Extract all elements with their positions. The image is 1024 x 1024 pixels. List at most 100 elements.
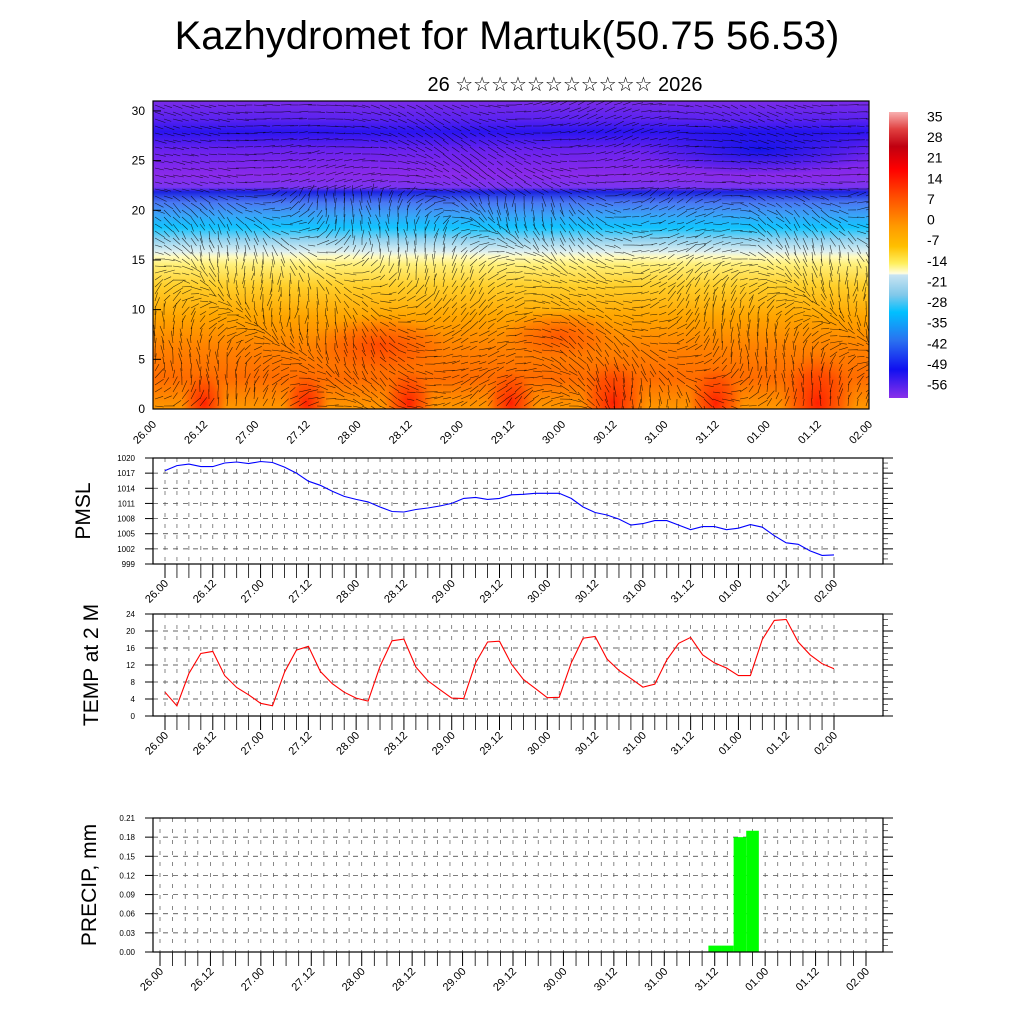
warm-cell — [180, 372, 228, 409]
x-tick-label: 01.00 — [743, 966, 771, 994]
precip-bar — [746, 830, 759, 952]
colorbar-label: -7 — [927, 232, 940, 248]
y-tick-label: 16 — [126, 644, 135, 653]
x-tick-label: 31.12 — [669, 730, 697, 758]
y-tick-label: 20 — [126, 627, 135, 636]
x-tick-label: 30.12 — [592, 966, 620, 994]
chart-title: Kazhydromet for Martuk(50.75 56.53) — [174, 14, 840, 58]
x-tick-label: 27.00 — [233, 419, 261, 447]
x-tick-label: 30.00 — [540, 419, 568, 447]
y-tick-label: 0.06 — [119, 910, 135, 919]
y-tick-label: 5 — [138, 352, 145, 366]
x-tick-label: 01.12 — [764, 730, 792, 758]
precip-bar — [733, 837, 747, 952]
colorbar-label: -28 — [927, 294, 947, 310]
x-tick-label: 26.12 — [191, 578, 219, 606]
x-tick-label: 26.00 — [143, 730, 171, 758]
warm-cell — [283, 372, 330, 409]
plot-frame — [152, 100, 870, 410]
x-tick-label: 02.00 — [812, 730, 840, 758]
y-tick-label: 0.18 — [119, 833, 135, 842]
y-tick-label: 1020 — [117, 454, 135, 463]
warm-cell — [579, 358, 648, 409]
x-tick-label: 29.12 — [489, 419, 517, 447]
temperature-field — [153, 101, 869, 409]
x-tick-label: 28.12 — [390, 966, 418, 994]
x-tick-label: 26.12 — [189, 966, 217, 994]
x-tick-label: 27.12 — [285, 419, 313, 447]
plot-frame — [152, 817, 884, 953]
x-tick-label: 29.00 — [430, 730, 458, 758]
precip-panel: 0.21 0.18 0.15 0.12 0.09 0.06 0.03 0.00 PRECIP, … — [78, 814, 893, 994]
y-tick-label: 1014 — [117, 484, 135, 493]
x-tick-label: 28.00 — [340, 966, 368, 994]
y-tick-label: 12 — [126, 661, 135, 670]
x-tick-label: 26.12 — [182, 419, 210, 447]
warm-cell — [310, 315, 450, 375]
precip-axis-label: PRECIP, mm — [78, 824, 101, 946]
warm-cell — [686, 365, 745, 409]
x-tick-label: 30.12 — [573, 578, 601, 606]
x-tick-label: 28.12 — [387, 419, 415, 447]
x-tick-label: 29.00 — [438, 419, 466, 447]
x-tick-label: 02.00 — [812, 578, 840, 606]
colorbar: 35 28 21 14 7 0 -7 -14 -21 -28 -35 -42 -49 -56 — [889, 109, 947, 398]
x-tick-label: 30.12 — [591, 419, 619, 447]
y-tick-label: 0.15 — [119, 852, 135, 861]
x-tick-label: 28.00 — [334, 578, 362, 606]
y-tick-label: 999 — [122, 560, 136, 569]
x-tick-label: 29.12 — [478, 730, 506, 758]
colorbar-label: 0 — [927, 212, 935, 228]
colorbar-label: 21 — [927, 150, 943, 166]
x-tick-label: 29.00 — [441, 966, 469, 994]
x-tick-label: 28.12 — [382, 730, 410, 758]
y-tick-label: 20 — [132, 203, 146, 217]
colorbar-label: 7 — [927, 191, 935, 207]
y-tick-label: 4 — [131, 695, 136, 704]
x-tick-label: 26.00 — [143, 578, 171, 606]
colorbar-label: -14 — [927, 253, 947, 269]
x-tick-label: 30.00 — [525, 730, 553, 758]
y-tick-label: 8 — [131, 678, 136, 687]
x-tick-label: 31.12 — [693, 966, 721, 994]
x-tick-label: 01.12 — [794, 966, 822, 994]
y-tick-label: 0.21 — [119, 814, 135, 823]
y-tick-label: 0.12 — [119, 871, 135, 880]
x-tick-label: 02.00 — [844, 966, 872, 994]
warm-cell — [500, 310, 620, 360]
y-tick-label: 1008 — [117, 515, 135, 524]
x-tick-label: 27.12 — [287, 730, 315, 758]
warm-cell — [485, 369, 537, 409]
x-tick-label: 27.12 — [289, 966, 317, 994]
x-tick-label: 31.00 — [643, 419, 671, 447]
x-tick-label: 27.00 — [239, 966, 267, 994]
x-tick-label: 29.12 — [491, 966, 519, 994]
y-tick-label: 1002 — [117, 545, 135, 554]
chart-subtitle: 26 ☆☆☆☆☆☆☆☆☆☆☆ 2026 — [427, 74, 703, 96]
x-tick-label: 27.00 — [239, 578, 267, 606]
x-tick-label: 01.12 — [764, 578, 792, 606]
y-tick-label: 30 — [132, 104, 146, 118]
x-tick-label: 30.00 — [525, 578, 553, 606]
x-tick-label: 28.00 — [336, 419, 364, 447]
colorbar-label: -42 — [927, 335, 947, 351]
colorbar-label: -21 — [927, 273, 947, 289]
pmsl-panel: 1020 1017 1014 1011 1008 1005 1002 999 PMSL 26.00… — [72, 454, 893, 606]
x-tick-label: 29.12 — [478, 578, 506, 606]
x-tick-label: 30.00 — [542, 966, 570, 994]
y-tick-label: 1011 — [118, 499, 136, 508]
warm-cell — [778, 352, 857, 409]
colorbar-label: 35 — [927, 109, 943, 125]
y-tick-label: 15 — [132, 253, 146, 267]
x-tick-label: 29.00 — [430, 578, 458, 606]
precip-bar — [721, 945, 734, 952]
cold-cell — [640, 125, 869, 175]
x-tick-label: 30.12 — [573, 730, 601, 758]
x-tick-label: 31.12 — [669, 578, 697, 606]
x-tick-label: 01.00 — [745, 419, 773, 447]
colorbar-scale — [889, 112, 908, 398]
colorbar-label: 14 — [927, 170, 943, 186]
y-tick-label: 1005 — [117, 530, 135, 539]
y-tick-label: 0.09 — [119, 891, 135, 900]
y-tick-label: 25 — [132, 154, 146, 168]
